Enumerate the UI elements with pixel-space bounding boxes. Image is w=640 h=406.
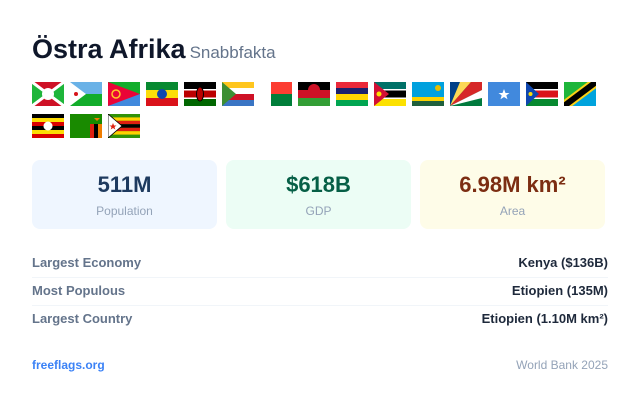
fact-value: Etiopien (135M) bbox=[511, 283, 608, 298]
fact-row: Largest Economy Kenya ($136B) bbox=[32, 249, 608, 278]
fact-label: Largest Country bbox=[32, 311, 133, 326]
flags bbox=[32, 82, 596, 138]
fact-value: Etiopien (1.10M km²) bbox=[481, 311, 608, 326]
flag bbox=[108, 82, 140, 106]
flag bbox=[32, 82, 64, 106]
flag bbox=[412, 82, 444, 106]
flag bbox=[146, 82, 178, 106]
flag bbox=[374, 82, 406, 106]
stat-label: Population bbox=[96, 204, 153, 218]
flag bbox=[450, 82, 482, 106]
footer-source: World Bank 2025 bbox=[516, 358, 608, 372]
fact-label: Most Populous bbox=[32, 283, 126, 298]
fact-row: Most Populous Etiopien (135M) bbox=[32, 277, 608, 306]
stat-value: $618B bbox=[286, 172, 351, 197]
stat-card: $618B GDP bbox=[226, 160, 411, 229]
flag bbox=[488, 82, 520, 106]
fact-row: Largest Country Etiopien (1.10M km²) bbox=[32, 305, 608, 333]
stat-label: Area bbox=[499, 204, 526, 218]
flag bbox=[184, 82, 216, 106]
stat-label: GDP bbox=[305, 204, 332, 218]
flag bbox=[70, 114, 102, 138]
flag bbox=[260, 82, 292, 106]
flag bbox=[108, 114, 140, 138]
footer-link[interactable]: freeflags.org bbox=[32, 358, 105, 372]
subtitle: Snabbfakta bbox=[189, 43, 276, 62]
flag bbox=[32, 114, 64, 138]
flag bbox=[336, 82, 368, 106]
stat-value: 6.98M km² bbox=[459, 172, 566, 197]
flag bbox=[222, 82, 254, 106]
flag bbox=[70, 82, 102, 106]
flag bbox=[298, 82, 330, 106]
fact-label: Largest Economy bbox=[32, 255, 142, 270]
stat-card: 511M Population bbox=[32, 160, 217, 229]
flag bbox=[564, 82, 596, 106]
title-line: Östra Afrika Snabbfakta bbox=[32, 34, 276, 65]
fact-value: Kenya ($136B) bbox=[518, 255, 608, 270]
stat-value: 511M bbox=[97, 172, 152, 197]
stat-card: 6.98M km² Area bbox=[420, 160, 605, 229]
flag bbox=[526, 82, 558, 106]
title: Östra Afrika bbox=[32, 34, 186, 64]
